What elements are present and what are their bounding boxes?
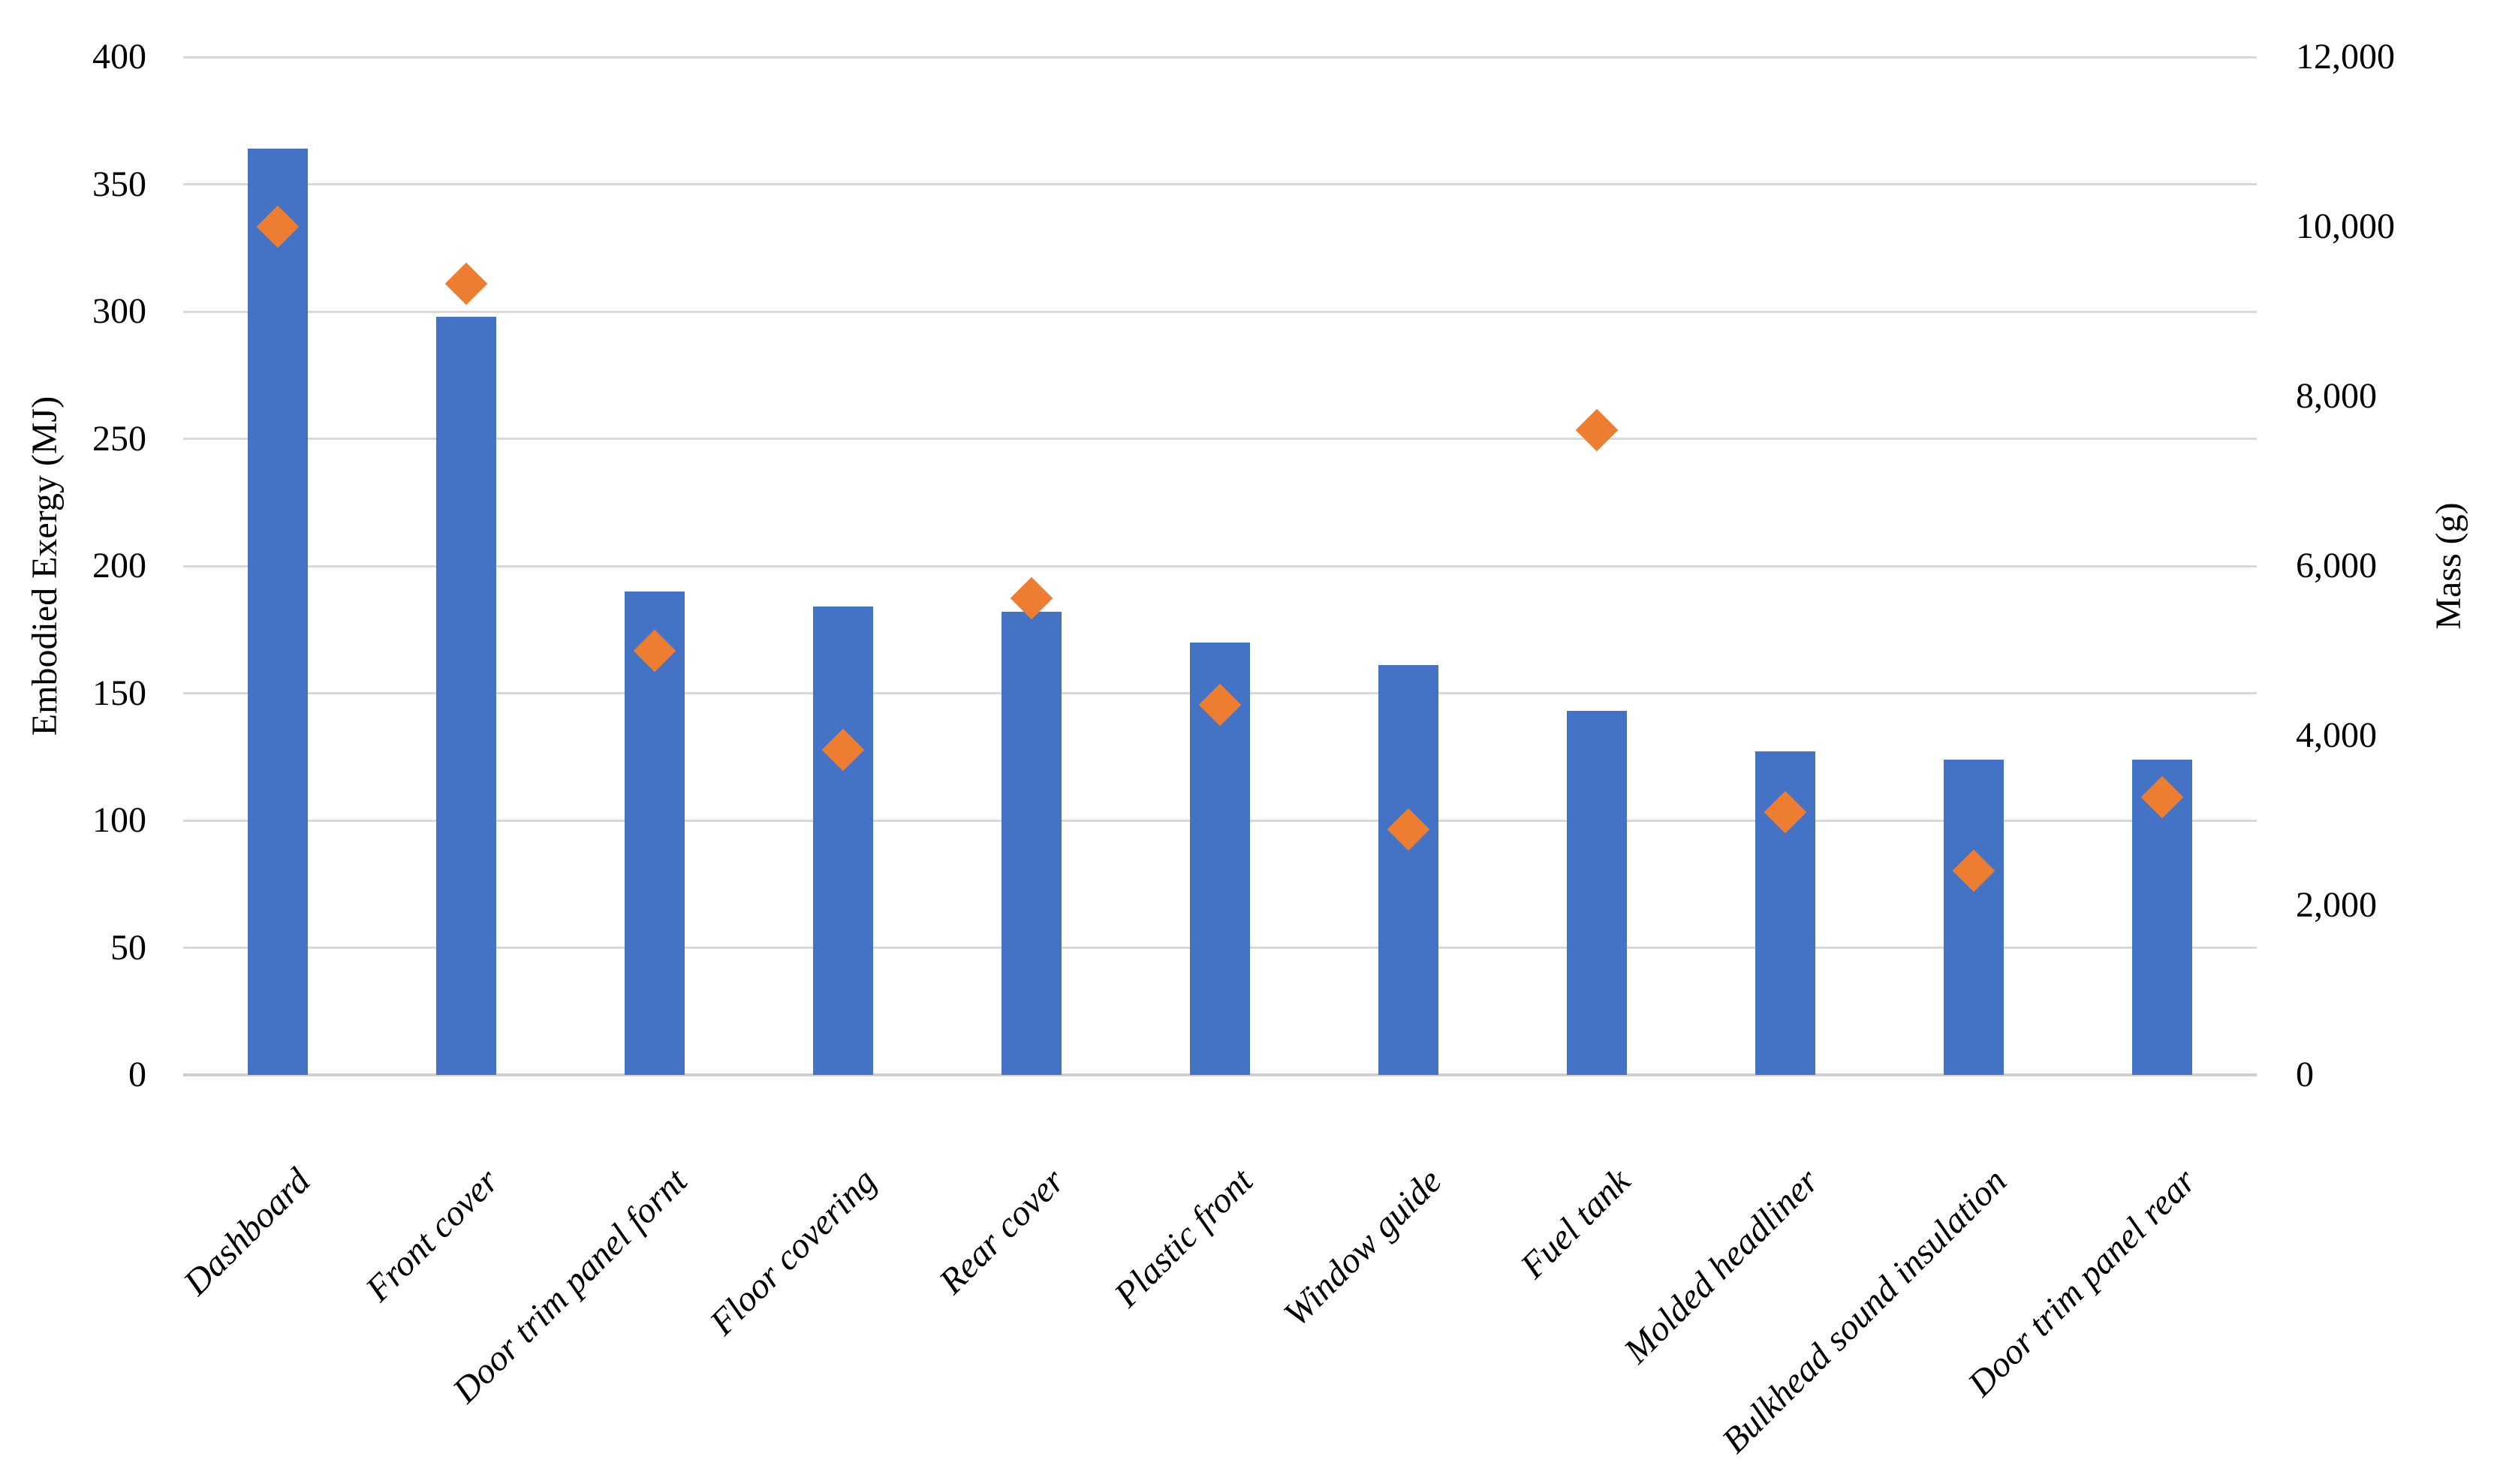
x-label-dashboard: Dashboard: [176, 1160, 318, 1303]
gridline-250: [183, 438, 2257, 440]
diamond-marker-front-cover: [444, 262, 487, 305]
y-left-tick-150: 150: [92, 673, 146, 713]
y-left-tick-300: 300: [92, 291, 146, 331]
bar-floor-covering: [812, 607, 873, 1075]
x-label-front-cover: Front cover: [358, 1160, 507, 1310]
y-left-axis-title: Embodied Exergy (MJ): [25, 396, 65, 736]
gridline-200: [183, 564, 2257, 567]
y-left-tick-0: 0: [128, 1055, 146, 1094]
bar-dashboard: [247, 149, 308, 1075]
gridline-350: [183, 183, 2257, 185]
gridline-400: [183, 56, 2257, 59]
y-right-tick-10-000: 10,000: [2296, 206, 2395, 246]
bar-bulkhead-sound-insulation: [1944, 759, 2005, 1075]
y-right-tick-6-000: 6,000: [2296, 546, 2377, 585]
x-label-window-guide: Window guide: [1276, 1160, 1450, 1335]
y-left-tick-50: 50: [110, 927, 146, 968]
bar-rear-cover: [1001, 612, 1062, 1075]
y-left-tick-200: 200: [92, 546, 146, 585]
x-axis-line: [183, 1073, 2257, 1076]
y-right-tick-8-000: 8,000: [2296, 376, 2377, 416]
y-right-tick-12-000: 12,000: [2296, 37, 2395, 77]
x-label-fuel-tank: Fuel tank: [1512, 1160, 1638, 1287]
y-left-tick-250: 250: [92, 418, 146, 459]
y-right-tick-4-000: 4,000: [2296, 715, 2377, 755]
y-left-tick-350: 350: [92, 164, 146, 204]
x-label-plastic-front: Plastic front: [1107, 1160, 1261, 1315]
bar-fuel-tank: [1567, 711, 1628, 1075]
bar-front-cover: [435, 316, 496, 1075]
y-right-tick-0: 0: [2296, 1055, 2314, 1094]
y-right-axis-title: Mass (g): [2429, 502, 2468, 630]
y-left-tick-100: 100: [92, 800, 146, 840]
y-left-tick-400: 400: [92, 37, 146, 77]
x-label-floor-covering: Floor covering: [701, 1160, 884, 1343]
y-right-tick-2-000: 2,000: [2296, 885, 2377, 925]
gridline-300: [183, 310, 2257, 313]
bar-window-guide: [1378, 665, 1439, 1075]
diamond-marker-fuel-tank: [1575, 408, 1619, 452]
x-label-molded-headliner: Molded headliner: [1616, 1160, 1827, 1371]
x-label-rear-cover: Rear cover: [931, 1160, 1073, 1302]
